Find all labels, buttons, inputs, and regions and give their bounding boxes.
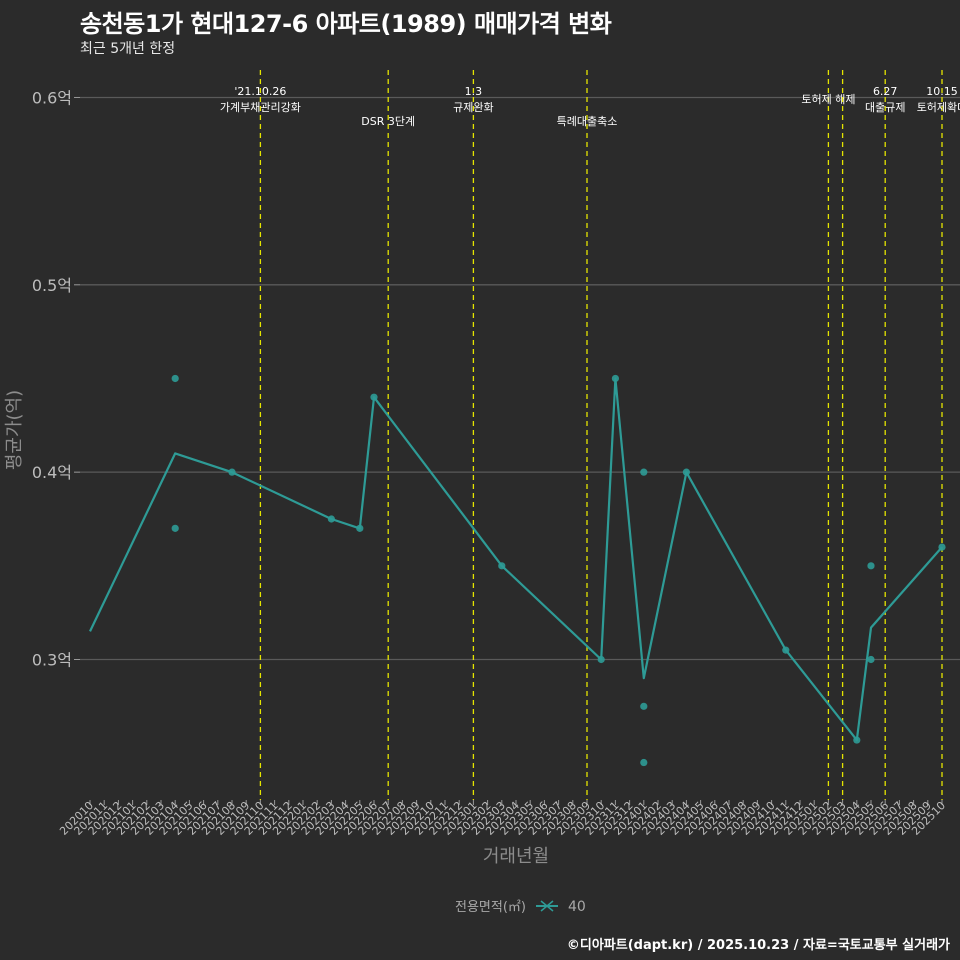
event-label: 특례대출축소 xyxy=(557,115,618,128)
data-point xyxy=(228,468,236,476)
legend-title: 전용면적(㎡) xyxy=(455,900,526,915)
data-point xyxy=(327,515,335,523)
data-point xyxy=(867,562,875,570)
data-point xyxy=(853,736,861,744)
event-date-label: 1.3 xyxy=(465,85,483,98)
legend-entry-40: 40 xyxy=(568,899,586,915)
source-caption: ©디아파트(dapt.kr) / 2025.10.23 / 자료=국토교통부 실… xyxy=(566,938,950,953)
data-point xyxy=(782,646,790,654)
event-date-label: 6.27 xyxy=(873,85,898,98)
data-point xyxy=(171,374,179,383)
event-date-label: 10.15 xyxy=(926,85,958,98)
event-label: 토허제확대 xyxy=(917,101,960,114)
event-date-label: '21.10.26 xyxy=(234,85,286,98)
y-tick-label: 0.5억 xyxy=(32,276,72,295)
y-axis-label: 평균가(억) xyxy=(4,390,25,470)
y-tick-label: 0.6억 xyxy=(32,88,72,107)
data-point xyxy=(938,543,946,551)
data-point xyxy=(640,702,648,710)
data-point xyxy=(867,655,875,664)
data-point xyxy=(597,655,605,664)
data-point xyxy=(682,468,691,476)
data-point xyxy=(370,393,378,401)
data-point xyxy=(640,758,648,767)
event-label: 규제완화 xyxy=(453,101,493,114)
data-point xyxy=(640,468,648,476)
event-label: 가계부채관리강화 xyxy=(220,101,301,114)
chart-title: 송천동1가 현대127-6 아파트(1989) 매매가격 변화 xyxy=(80,10,612,38)
series-40 xyxy=(89,374,946,767)
x-axis: 2020102020112020122021012021022021032021… xyxy=(57,799,948,838)
event-label: DSR 3단계 xyxy=(361,115,415,128)
event-label: 대출규제 xyxy=(865,101,905,114)
legend-cross-icon xyxy=(540,900,554,912)
data-point xyxy=(356,524,364,532)
event-label: 토허제 해제 xyxy=(801,92,855,106)
grid-layer xyxy=(80,96,960,661)
data-point xyxy=(498,562,506,570)
data-point xyxy=(171,524,179,532)
y-axis: 0.3억 0.4억 0.5억 0.6억 xyxy=(32,88,80,669)
series-line xyxy=(89,377,943,742)
data-point xyxy=(611,374,620,383)
x-axis-label: 거래년월 xyxy=(483,846,549,867)
chart-subtitle: 최근 5개년 한정 xyxy=(80,41,176,57)
y-tick-label: 0.3억 xyxy=(32,650,72,669)
y-tick-label: 0.4억 xyxy=(32,463,72,482)
legend: 전용면적(㎡) 40 xyxy=(455,899,586,915)
